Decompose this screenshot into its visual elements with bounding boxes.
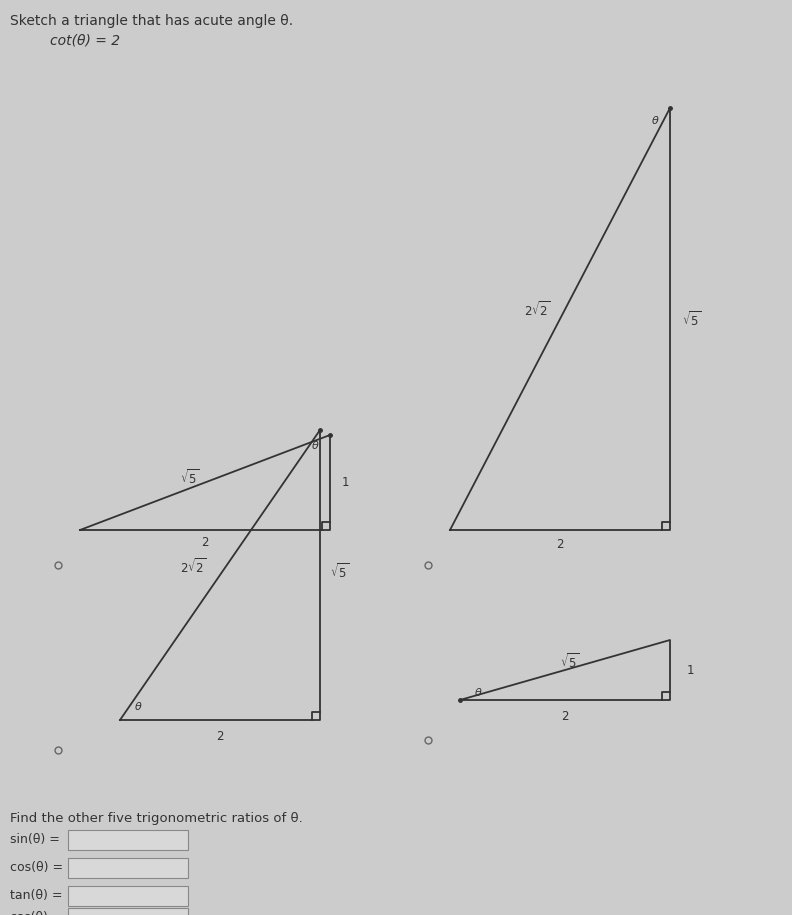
Text: $\sqrt{5}$: $\sqrt{5}$ bbox=[330, 563, 349, 581]
Text: cot(θ) = 2: cot(θ) = 2 bbox=[50, 34, 120, 48]
Text: Find the other five trigonometric ratios of θ.: Find the other five trigonometric ratios… bbox=[10, 812, 303, 825]
Text: $\sqrt{5}$: $\sqrt{5}$ bbox=[683, 310, 702, 329]
Text: 1: 1 bbox=[341, 476, 348, 489]
Text: tan(θ) =: tan(θ) = bbox=[10, 889, 63, 902]
Text: $\theta$: $\theta$ bbox=[474, 686, 482, 698]
Text: Sketch a triangle that has acute angle θ.: Sketch a triangle that has acute angle θ… bbox=[10, 14, 293, 28]
Bar bbox=[68, 908, 188, 915]
Text: 2: 2 bbox=[201, 536, 209, 550]
Text: cos(θ) =: cos(θ) = bbox=[10, 862, 63, 875]
Text: 2: 2 bbox=[216, 729, 224, 742]
Text: $\theta$: $\theta$ bbox=[651, 114, 659, 126]
Text: $\sqrt{5}$: $\sqrt{5}$ bbox=[181, 468, 200, 488]
Text: $2\sqrt{2}$: $2\sqrt{2}$ bbox=[524, 301, 550, 319]
Text: $\theta$: $\theta$ bbox=[134, 700, 143, 712]
Text: csc(θ) =: csc(θ) = bbox=[10, 911, 63, 915]
Text: $2\sqrt{2}$: $2\sqrt{2}$ bbox=[180, 557, 207, 576]
Text: 2: 2 bbox=[562, 709, 569, 723]
Text: 1: 1 bbox=[686, 663, 694, 676]
Bar bbox=[68, 858, 188, 878]
Text: 2: 2 bbox=[556, 539, 564, 552]
Text: $\sqrt{5}$: $\sqrt{5}$ bbox=[561, 652, 580, 672]
Bar bbox=[68, 886, 188, 906]
Text: sin(θ) =: sin(θ) = bbox=[10, 834, 60, 846]
Text: $\theta$: $\theta$ bbox=[310, 439, 319, 451]
Bar bbox=[68, 830, 188, 850]
